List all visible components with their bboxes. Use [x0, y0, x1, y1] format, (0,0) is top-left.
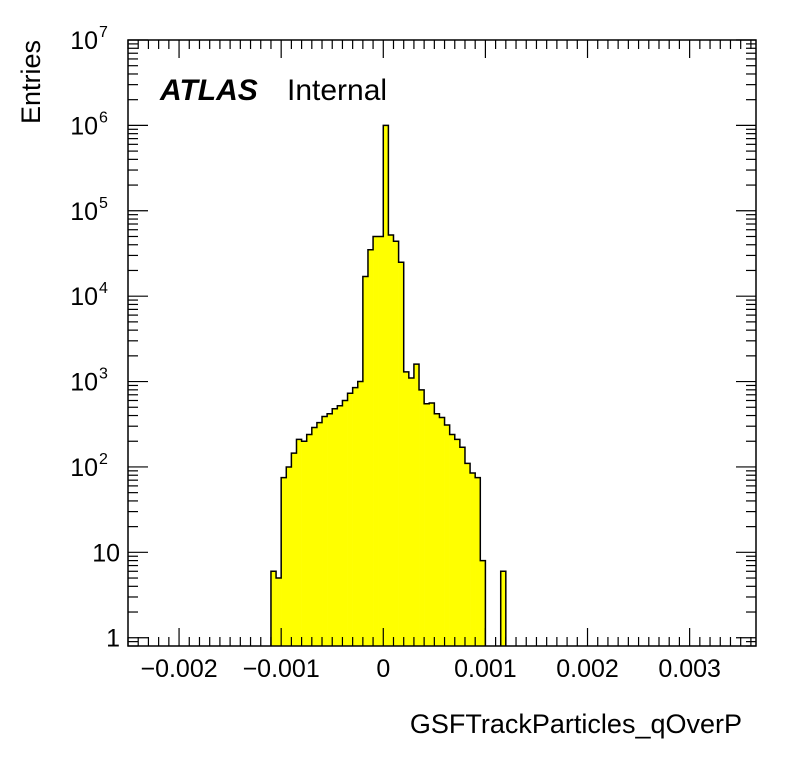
histogram-bin [291, 453, 297, 646]
axis-ticks [127, 39, 756, 647]
histogram-bin [403, 371, 410, 646]
y-tick-label: 10 [70, 27, 98, 55]
histogram-bin [429, 403, 435, 646]
y-tick-exponent: 3 [99, 366, 108, 383]
histogram-outline [270, 124, 507, 646]
histogram-bin [408, 378, 415, 646]
histogram-bin [388, 235, 394, 647]
histogram-bin [470, 472, 476, 646]
histogram-bin [373, 236, 379, 646]
histogram-bin [500, 571, 507, 646]
histogram-bin [347, 393, 353, 646]
histogram-bin [393, 241, 399, 646]
histogram-bin [337, 405, 343, 646]
x-tick-label: 0.003 [658, 655, 721, 683]
y-tick-label: 10 [70, 454, 98, 482]
x-tick-label: 0.002 [556, 655, 619, 683]
histogram-bars [270, 125, 507, 647]
x-tick-label: 0.001 [454, 655, 517, 683]
histogram-bin [301, 441, 307, 646]
y-tick-label: 1 [106, 625, 120, 653]
histogram-bin [449, 434, 456, 646]
histogram-bin [276, 578, 282, 646]
histogram-bin [286, 466, 292, 646]
histogram-bin [270, 571, 277, 646]
y-tick-label: 10 [92, 539, 120, 567]
y-tick-exponent: 2 [99, 451, 108, 468]
histogram-bin [357, 381, 364, 646]
y-tick-exponent: 4 [99, 280, 108, 297]
histogram-bin [439, 417, 445, 646]
histogram-bin [306, 434, 313, 646]
y-tick-label: 10 [70, 369, 98, 397]
y-tick-exponent: 7 [99, 24, 108, 41]
histogram-bin [459, 447, 466, 646]
histogram-bin [444, 424, 450, 646]
x-tick-labels: −0.002 −0.001 0 0.001 0.002 0.003 [140, 655, 720, 683]
x-tick-label: −0.001 [243, 655, 320, 683]
histogram-bin [311, 427, 318, 646]
histogram-bin [454, 439, 461, 646]
internal-label: Internal [287, 74, 387, 107]
histogram-bin [480, 560, 486, 646]
y-tick-exponent: 6 [99, 109, 108, 126]
histogram-bin [316, 422, 323, 646]
y-tick-exponent: 5 [99, 195, 108, 212]
histogram-bin [475, 477, 481, 646]
histogram-bin [342, 400, 348, 646]
histogram-bin [281, 477, 287, 646]
plot-frame [127, 39, 757, 647]
histogram-bin [327, 413, 333, 646]
y-tick-label: 10 [70, 283, 98, 311]
histogram-bin [352, 387, 359, 646]
histogram-bin [398, 262, 405, 646]
histogram-bin [322, 416, 328, 646]
histogram-bin [434, 413, 440, 646]
histogram-bin [296, 439, 302, 646]
histogram-bin [362, 276, 369, 646]
histogram-bin [413, 364, 420, 646]
histogram-bin [367, 249, 374, 646]
x-axis-title: GSFTrackParticles_qOverP [410, 709, 742, 739]
histogram-bin [383, 125, 389, 646]
histogram-bin [332, 408, 338, 646]
y-tick-label: 10 [70, 112, 98, 140]
histogram-bin [424, 403, 430, 646]
histogram-bin [378, 236, 384, 646]
x-tick-label: 0 [376, 655, 390, 683]
x-tick-label: −0.002 [140, 655, 217, 683]
histogram-bin [419, 389, 425, 646]
y-tick-label: 10 [70, 198, 98, 226]
atlas-label: ATLAS [159, 74, 258, 107]
histogram-bin [464, 463, 471, 646]
y-axis-title: Entries [16, 40, 46, 124]
